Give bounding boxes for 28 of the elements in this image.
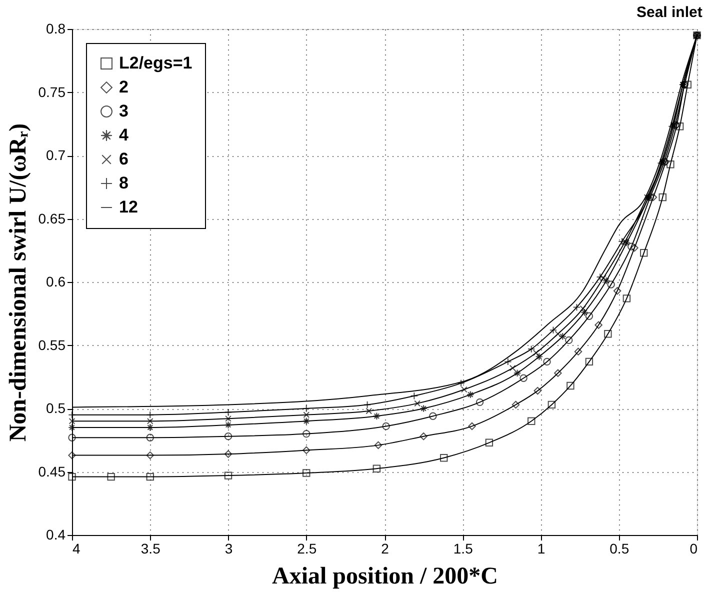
x-tick-label: 3 [224, 540, 233, 556]
legend-label: 3 [119, 102, 128, 120]
y-tick-label: 0.5 [46, 400, 66, 416]
x-tick-label: 1 [537, 540, 546, 556]
x-tick-label: 4 [72, 540, 80, 556]
x-tick-label: 1.5 [453, 540, 474, 556]
y-tick-label: 0.75 [38, 84, 66, 100]
y-tick-label: 0.65 [38, 210, 66, 226]
legend-label: L2/egs=1 [119, 54, 192, 72]
legend-label: 2 [119, 78, 128, 96]
x-tick-label: 0.5 [610, 540, 630, 556]
y-axis-title: Non-dimensional swirl U/(ωRᵣ) [5, 123, 32, 442]
x-axis-title: Axial position / 200*C [272, 564, 498, 590]
y-tick-label: 0.55 [38, 336, 66, 353]
y-tick-label: 0.8 [46, 20, 66, 36]
legend-label: 6 [119, 150, 128, 168]
legend-label: 4 [119, 126, 129, 144]
x-tick-label: 3.5 [140, 540, 161, 556]
x-tick-label: 2.5 [297, 540, 317, 556]
y-tick-label: 0.45 [38, 463, 66, 480]
y-tick-label: 0.4 [46, 526, 66, 542]
chart-title: Seal inlet [636, 4, 702, 21]
x-tick-label: 0 [690, 540, 698, 556]
y-tick-label: 0.7 [46, 147, 66, 163]
legend-label: 12 [119, 198, 138, 216]
y-tick-label: 0.6 [46, 274, 66, 290]
legend-label: 8 [119, 174, 128, 192]
x-tick-label: 2 [381, 540, 390, 556]
